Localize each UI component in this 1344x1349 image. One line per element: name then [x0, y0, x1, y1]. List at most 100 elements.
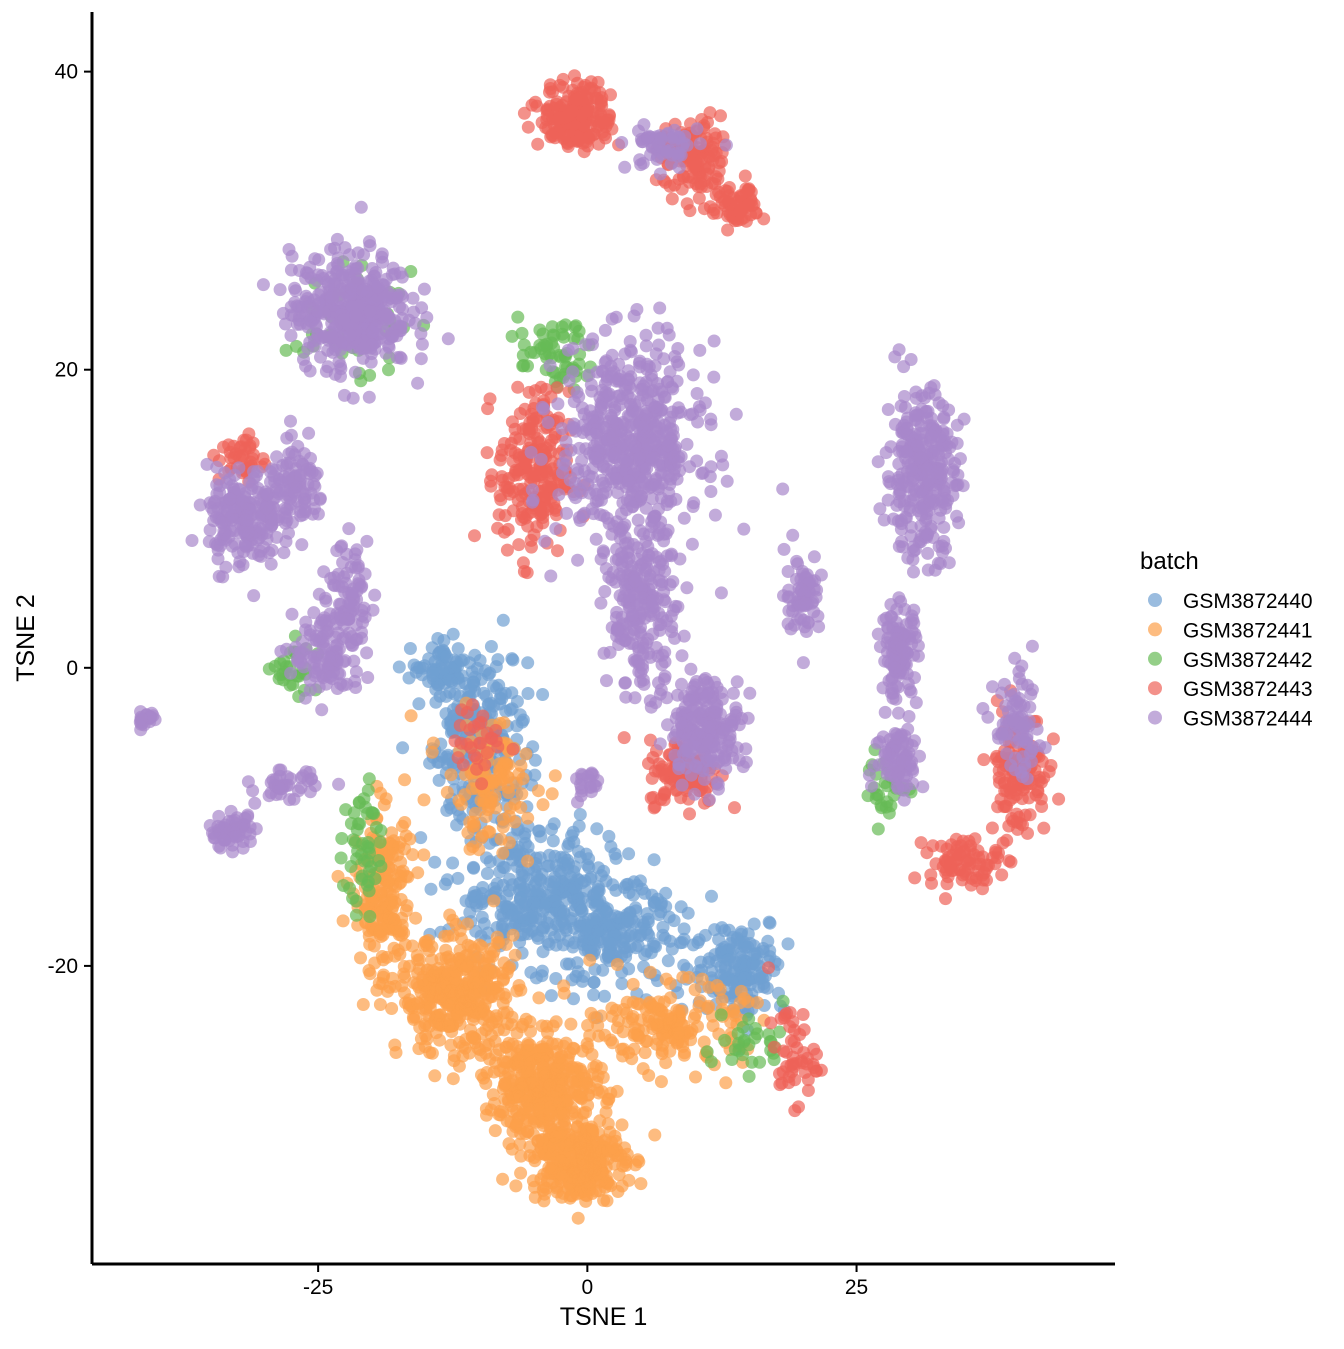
data-point	[659, 886, 673, 900]
data-point	[601, 1175, 615, 1188]
data-point	[493, 1104, 507, 1118]
data-point	[351, 844, 365, 858]
data-point	[505, 878, 519, 892]
data-point	[486, 1088, 500, 1102]
data-point	[621, 914, 634, 928]
data-point	[567, 331, 581, 345]
data-point	[428, 655, 442, 669]
data-point	[602, 949, 616, 963]
data-point	[549, 859, 563, 873]
data-point	[413, 1020, 427, 1034]
data-point	[537, 1066, 551, 1080]
data-point	[492, 678, 506, 692]
data-point	[514, 759, 528, 773]
data-point	[513, 708, 527, 722]
data-point	[521, 687, 535, 700]
data-point	[379, 290, 393, 303]
data-point	[388, 979, 402, 993]
data-point	[235, 493, 249, 507]
data-point	[1035, 800, 1049, 813]
data-point	[617, 731, 631, 745]
data-point	[763, 916, 777, 930]
data-point	[505, 686, 519, 700]
data-point	[516, 359, 530, 373]
data-point	[572, 1090, 586, 1104]
data-point	[580, 104, 594, 118]
data-point	[653, 301, 667, 315]
data-point	[374, 786, 388, 800]
data-point	[736, 1020, 750, 1034]
data-point	[924, 868, 938, 882]
data-point	[479, 1102, 493, 1116]
data-point	[719, 1076, 733, 1090]
data-point	[1004, 855, 1018, 869]
data-point	[707, 334, 721, 348]
data-point	[425, 1046, 439, 1060]
data-point	[270, 450, 284, 464]
data-point	[409, 911, 423, 925]
data-point	[219, 560, 233, 574]
data-point	[797, 1046, 811, 1060]
data-point	[762, 1027, 776, 1041]
data-point	[545, 128, 559, 142]
data-point	[616, 1025, 630, 1039]
data-point	[461, 826, 475, 840]
data-point	[365, 325, 379, 339]
data-point	[664, 1012, 678, 1026]
data-point	[239, 513, 253, 527]
data-point	[496, 846, 510, 860]
data-point	[346, 833, 360, 847]
data-point	[651, 321, 665, 335]
data-point	[407, 305, 421, 319]
data-point	[503, 801, 517, 815]
data-point	[565, 104, 579, 118]
data-point	[493, 865, 507, 879]
data-point	[559, 318, 572, 332]
data-point	[506, 908, 520, 922]
data-point	[300, 300, 314, 314]
data-point	[496, 1172, 510, 1186]
data-point	[193, 498, 207, 512]
data-point	[221, 504, 235, 518]
data-point	[550, 1185, 564, 1199]
data-point	[406, 291, 420, 305]
data-point	[441, 332, 455, 346]
data-point	[460, 706, 474, 719]
data-point	[264, 557, 278, 571]
data-point	[344, 860, 358, 873]
data-point	[454, 797, 468, 811]
data-point	[704, 412, 718, 426]
data-point	[439, 972, 452, 986]
data-point	[648, 899, 662, 913]
data-point	[692, 191, 706, 205]
data-point	[980, 858, 994, 872]
data-point	[424, 882, 438, 896]
data-point	[414, 327, 428, 340]
data-point	[505, 1142, 519, 1156]
data-point	[443, 908, 457, 922]
data-point	[362, 390, 376, 404]
data-point	[439, 707, 453, 721]
data-point	[356, 284, 370, 298]
data-point	[995, 868, 1009, 882]
data-point	[363, 239, 377, 253]
data-point	[336, 914, 350, 928]
data-point	[232, 461, 246, 475]
data-point	[446, 856, 460, 870]
data-point	[704, 1055, 718, 1069]
data-point	[412, 697, 426, 711]
data-point	[262, 662, 276, 676]
data-point	[348, 365, 362, 379]
data-point	[473, 736, 487, 750]
data-point	[426, 969, 440, 983]
data-point	[262, 546, 276, 560]
data-point	[444, 984, 458, 998]
data-point	[620, 1006, 634, 1020]
data-point	[610, 958, 624, 971]
data-point	[497, 762, 511, 776]
data-point	[616, 1159, 630, 1173]
data-point	[587, 127, 601, 141]
data-point	[592, 1086, 606, 1100]
data-point	[590, 822, 604, 836]
